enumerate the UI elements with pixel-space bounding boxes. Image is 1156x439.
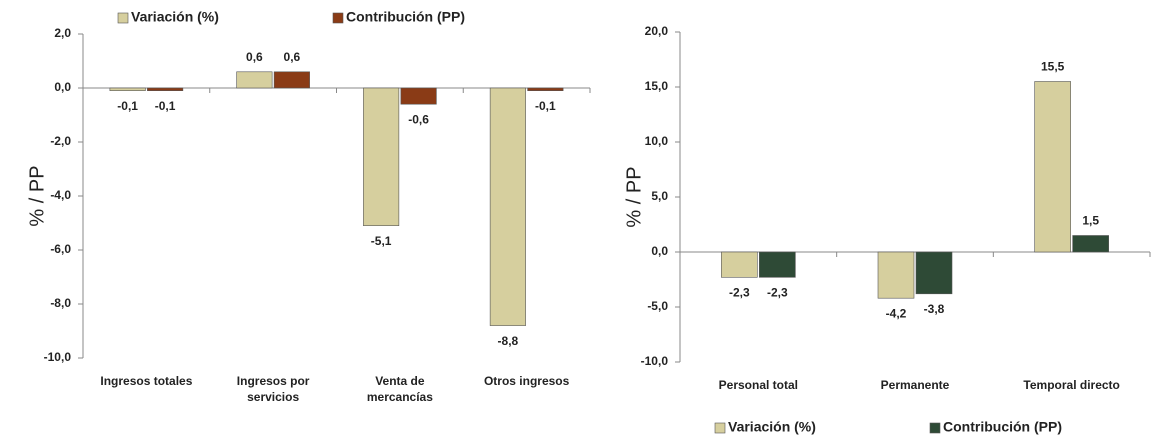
legend-label: Variación (%) (131, 9, 219, 25)
y-tick-label: -10,0 (44, 350, 72, 364)
y-tick-label: -10,0 (641, 354, 669, 368)
bar (1034, 81, 1071, 253)
value-label: -0,1 (155, 99, 176, 113)
y-tick-label: -4,0 (50, 188, 71, 202)
legend-label: Variación (%) (728, 419, 816, 435)
legend-swatch (117, 12, 129, 24)
value-label: -3,8 (924, 302, 945, 316)
value-label: 0,6 (246, 50, 263, 64)
y-tick-label: 15,0 (645, 79, 669, 93)
x-tick-label: Ingresos totales (100, 374, 193, 388)
bar (489, 87, 526, 326)
y-tick-label: -5,0 (647, 299, 668, 313)
bar (363, 87, 400, 226)
value-label: -0,1 (117, 99, 138, 113)
bar (109, 87, 146, 91)
bar (759, 251, 796, 278)
x-tick-label: Temporal directo (1023, 378, 1120, 392)
bar (877, 251, 915, 299)
y-tick-label: 0,0 (651, 244, 668, 258)
y-tick-label: 0,0 (54, 80, 71, 94)
y-tick-label: 10,0 (645, 134, 669, 148)
y-axis-title: % / PP (623, 166, 645, 227)
value-label: 1,5 (1082, 214, 1099, 228)
value-label: -4,2 (886, 306, 907, 320)
x-tick-label: Otros ingresos (483, 374, 570, 388)
bar (1072, 235, 1109, 253)
y-tick-label: 2,0 (54, 26, 71, 40)
x-tick-label: Personal total (718, 378, 798, 392)
value-label: -2,3 (729, 285, 750, 299)
legend-label: Contribución (PP) (943, 419, 1062, 435)
y-tick-label: 5,0 (651, 189, 668, 203)
y-tick-label: 20,0 (645, 24, 669, 38)
y-axis-title: % / PP (26, 165, 48, 226)
x-tick-label: Venta de mercancías (366, 374, 433, 404)
legend-swatch (714, 422, 726, 434)
value-label: -0,1 (535, 99, 556, 113)
legend-swatch (929, 422, 941, 434)
bar (527, 87, 564, 91)
bar (273, 71, 310, 89)
value-label: -0,6 (408, 112, 429, 126)
bar (915, 251, 953, 295)
value-label: -8,8 (498, 334, 519, 348)
value-label: 15,5 (1041, 60, 1065, 74)
y-tick-label: -2,0 (50, 134, 71, 148)
y-tick-label: -6,0 (50, 242, 71, 256)
y-tick-label: -8,0 (50, 296, 71, 310)
bar (721, 251, 758, 278)
legend-swatch (332, 12, 344, 24)
value-label: -2,3 (767, 285, 788, 299)
bar (147, 87, 184, 91)
bar (400, 87, 437, 105)
value-label: 0,6 (284, 50, 301, 64)
x-tick-label: Permanente (880, 378, 950, 392)
legend-label: Contribución (PP) (346, 9, 465, 25)
value-label: -5,1 (371, 234, 392, 248)
x-tick-label: Ingresos por servicios (236, 374, 310, 404)
bar (236, 71, 273, 89)
